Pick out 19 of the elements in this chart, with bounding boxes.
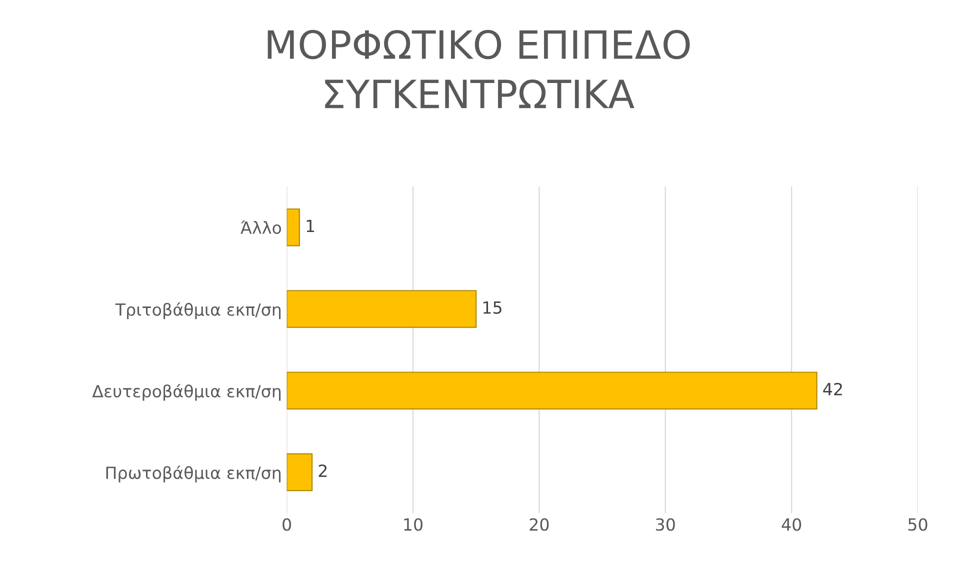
y-tick-label: Πρωτοβάθμια εκπ/ση [106,466,281,482]
data-label: 15 [483,301,502,314]
data-label: 1 [306,220,314,232]
data-label: 42 [823,382,842,396]
x-tick-label: 50 [908,518,928,531]
x-tick-label: 30 [656,518,675,531]
y-tick-label: Δευτεροβάθμια εκπ/ση [92,384,281,401]
x-tick-label: 0 [282,518,291,531]
bar [286,208,300,246]
x-tick-label: 10 [404,518,422,531]
y-tick-label: Τριτοβάθμια εκπ/ση [115,302,281,320]
bar [286,453,313,492]
data-label: 2 [318,464,327,477]
bar [286,290,477,328]
x-tick-label: 20 [530,518,549,531]
chart-title: ΜΟΡΦΩΤΙΚΟ ΕΠΙΠΕΔΟ ΣΥΓΚΕΝΤΡΩΤΙΚΑ [268,30,690,108]
x-tick-label: 40 [782,518,802,531]
bar [286,372,818,410]
y-tick-label: Άλλο [240,220,282,234]
